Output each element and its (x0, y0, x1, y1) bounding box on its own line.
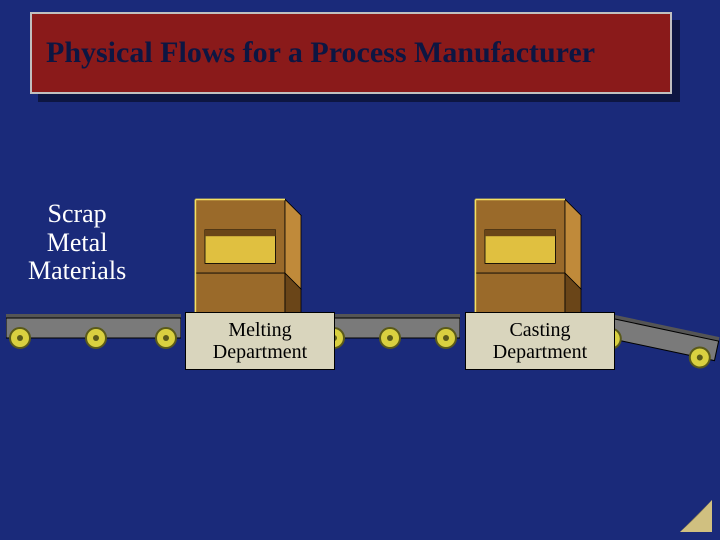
title-box: Physical Flows for a Process Manufacture… (30, 12, 672, 94)
title-banner: Physical Flows for a Process Manufacture… (30, 12, 680, 102)
machine-casting (450, 185, 600, 325)
dept-label-melting: MeltingDepartment (185, 312, 335, 370)
machine-melting (170, 185, 320, 325)
conveyor-middle (320, 300, 460, 360)
page-title: Physical Flows for a Process Manufacture… (46, 36, 595, 71)
page-curl-icon (680, 500, 712, 532)
input-material-label: ScrapMetalMaterials (28, 200, 126, 286)
dept-label-text: MeltingDepartment (213, 319, 307, 363)
dept-label-text: CastingDepartment (493, 319, 587, 363)
conveyor-right (600, 282, 720, 372)
dept-label-casting: CastingDepartment (465, 312, 615, 370)
conveyor-left (6, 300, 181, 360)
